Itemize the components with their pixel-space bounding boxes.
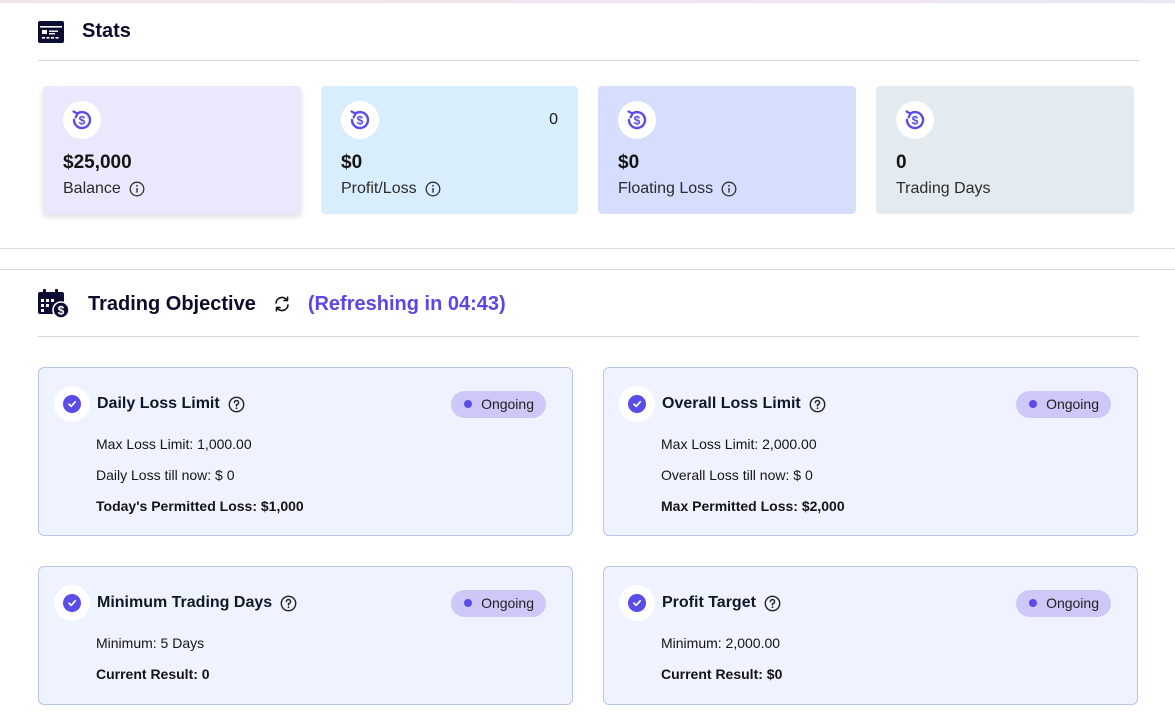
info-icon[interactable] bbox=[721, 181, 737, 197]
objective-details: Max Loss Limit: 1,000.00 Daily Loss till… bbox=[96, 436, 304, 529]
trading-days-label-row: Trading Days bbox=[896, 180, 1134, 198]
objective-summary: Current Result: $0 bbox=[661, 666, 783, 682]
check-circle-icon bbox=[54, 585, 90, 621]
check-circle-icon bbox=[619, 386, 655, 422]
objective-summary: Current Result: 0 bbox=[96, 666, 210, 682]
objective-summary: Max Permitted Loss: $2,000 bbox=[661, 498, 845, 514]
stat-card-floating-loss: $ $0 Floating Loss bbox=[598, 86, 856, 214]
status-badge: Ongoing bbox=[451, 589, 546, 617]
status-label: Ongoing bbox=[1046, 595, 1099, 611]
objective-detail-line: Max Loss Limit: 2,000.00 bbox=[661, 436, 817, 452]
status-badge: Ongoing bbox=[1016, 589, 1111, 617]
calendar-dollar-icon: $ bbox=[38, 289, 70, 319]
help-circle-icon[interactable] bbox=[280, 595, 297, 612]
profit-loss-count: 0 bbox=[549, 111, 558, 128]
objective-title-minimum-trading-days: Minimum Trading Days bbox=[97, 594, 273, 611]
status-label: Ongoing bbox=[1046, 396, 1099, 412]
floating-loss-label-row: Floating Loss bbox=[618, 180, 856, 198]
balance-label-row: Balance bbox=[63, 180, 301, 198]
objective-card-header: Minimum Trading Days Ongoing bbox=[54, 585, 546, 621]
status-dot bbox=[464, 400, 473, 408]
status-badge: Ongoing bbox=[451, 390, 546, 418]
refresh-icon[interactable] bbox=[272, 294, 292, 314]
info-icon[interactable] bbox=[425, 181, 441, 197]
status-dot bbox=[1029, 599, 1038, 607]
help-circle-icon[interactable] bbox=[764, 595, 781, 612]
floating-loss-value: $0 bbox=[618, 152, 640, 173]
objective-card-daily-loss-limit: Daily Loss Limit Ongoing Max Loss Limit:… bbox=[38, 367, 573, 536]
objective-detail-line: Overall Loss till now: $ 0 bbox=[661, 467, 813, 483]
objective-title-daily-loss-limit: Daily Loss Limit bbox=[97, 395, 220, 412]
svg-text:$: $ bbox=[912, 114, 919, 128]
stat-card-profit-loss: $ 0 $0 Profit/Loss bbox=[321, 86, 578, 214]
objective-title-profit-target: Profit Target bbox=[662, 594, 756, 611]
dollar-refresh-icon: $ bbox=[618, 101, 656, 139]
balance-label: Balance bbox=[63, 180, 121, 197]
stat-card-trading-days: $ 0 Trading Days bbox=[876, 86, 1134, 214]
profit-loss-value: $0 bbox=[341, 152, 363, 173]
svg-text:$: $ bbox=[357, 114, 364, 128]
balance-value: $25,000 bbox=[63, 152, 132, 173]
stats-header: Stats bbox=[38, 3, 1139, 61]
info-icon[interactable] bbox=[129, 181, 145, 197]
help-circle-icon[interactable] bbox=[809, 396, 826, 413]
top-accent-strip bbox=[0, 0, 1175, 3]
status-dot bbox=[464, 599, 473, 607]
help-circle-icon[interactable] bbox=[228, 396, 245, 413]
svg-text:$: $ bbox=[58, 304, 65, 318]
objective-card-header: Daily Loss Limit Ongoing bbox=[54, 386, 546, 422]
profit-loss-label: Profit/Loss bbox=[341, 180, 417, 197]
trading-days-label: Trading Days bbox=[896, 180, 991, 197]
dollar-refresh-icon: $ bbox=[896, 101, 934, 139]
objective-title-overall-loss-limit: Overall Loss Limit bbox=[662, 395, 801, 412]
objective-header: $ Trading Objective (Refreshing in 04:43… bbox=[38, 272, 1139, 337]
stats-section: Stats $ $25,000 Balance $ 0 $ bbox=[0, 3, 1175, 249]
status-badge: Ongoing bbox=[1016, 390, 1111, 418]
status-dot bbox=[1029, 400, 1038, 408]
stats-title: Stats bbox=[82, 20, 131, 42]
objective-detail-line: Minimum: 2,000.00 bbox=[661, 635, 781, 651]
dollar-refresh-icon: $ bbox=[63, 101, 101, 139]
objective-card-profit-target: Profit Target Ongoing Minimum: 2,000.00 … bbox=[603, 566, 1138, 705]
status-label: Ongoing bbox=[481, 595, 534, 611]
stats-card-icon bbox=[38, 20, 64, 43]
profit-loss-label-row: Profit/Loss bbox=[341, 180, 578, 198]
floating-loss-label: Floating Loss bbox=[618, 180, 714, 197]
objective-card-overall-loss-limit: Overall Loss Limit Ongoing Max Loss Limi… bbox=[603, 367, 1138, 536]
section-divider bbox=[0, 250, 1175, 270]
check-circle-icon bbox=[54, 386, 90, 422]
svg-text:$: $ bbox=[634, 114, 641, 128]
objective-detail-line: Max Loss Limit: 1,000.00 bbox=[96, 436, 252, 452]
objective-detail-line: Minimum: 5 Days bbox=[96, 635, 205, 651]
objective-details: Minimum: 5 Days Current Result: 0 bbox=[96, 635, 210, 697]
status-label: Ongoing bbox=[481, 396, 534, 412]
dollar-refresh-icon: $ bbox=[341, 101, 379, 139]
objective-card-minimum-trading-days: Minimum Trading Days Ongoing Minimum: 5 … bbox=[38, 566, 573, 705]
objective-summary: Today's Permitted Loss: $1,000 bbox=[96, 498, 304, 514]
objective-card-header: Overall Loss Limit Ongoing bbox=[619, 386, 1111, 422]
stat-card-balance: $ $25,000 Balance bbox=[43, 86, 301, 214]
objective-card-header: Profit Target Ongoing bbox=[619, 585, 1111, 621]
objective-detail-line: Daily Loss till now: $ 0 bbox=[96, 467, 235, 483]
trading-days-value: 0 bbox=[896, 152, 907, 173]
check-circle-icon bbox=[619, 585, 655, 621]
refresh-countdown: (Refreshing in 04:43) bbox=[307, 292, 506, 315]
objective-details: Max Loss Limit: 2,000.00 Overall Loss ti… bbox=[661, 436, 845, 529]
svg-text:$: $ bbox=[79, 114, 86, 128]
objective-title: Trading Objective bbox=[88, 292, 256, 315]
objective-details: Minimum: 2,000.00 Current Result: $0 bbox=[661, 635, 782, 697]
